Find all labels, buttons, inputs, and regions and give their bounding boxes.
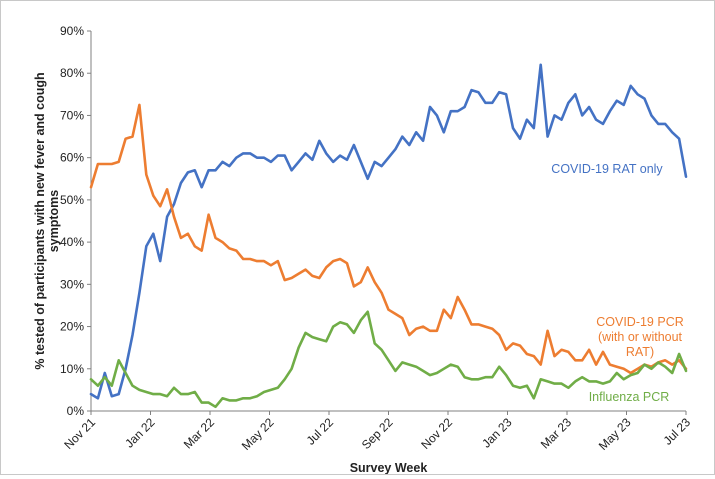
series-label: COVID-19 PCR (with or without RAT) xyxy=(596,315,684,359)
x-axis: Nov 21 Jan 22 Mar 22 May 22 Jul 22 Sep 22 Nov … xyxy=(61,410,694,453)
y-tick-label: 60% xyxy=(60,151,84,165)
series-labels: COVID-19 RAT only COVID-19 PCR (with or wi… xyxy=(551,162,683,404)
y-tick-label: 20% xyxy=(60,320,84,334)
series-line-1 xyxy=(89,103,688,375)
y-tick-label: 0% xyxy=(67,404,85,418)
series-label-line: RAT) xyxy=(626,345,654,359)
series-label: COVID-19 RAT only xyxy=(551,162,663,176)
y-tick-label: 40% xyxy=(60,235,84,249)
y-axis: 0% 10% 20% 30% 40% 50% 60% 70% 80% 90% xyxy=(60,24,92,418)
x-tick-label: Nov 22 xyxy=(418,415,455,452)
y-tick-label: 10% xyxy=(60,362,84,376)
x-tick-label: Mar 22 xyxy=(181,415,218,452)
x-tick-label: Jul 23 xyxy=(661,415,694,448)
y-axis-title-line-1: % tested of participants with new fever … xyxy=(33,72,47,369)
plot-lines xyxy=(89,63,688,409)
x-tick-label: Sep 22 xyxy=(359,415,396,452)
series-label-line: COVID-19 PCR xyxy=(596,315,684,329)
x-tick-label: Jan 23 xyxy=(479,415,515,451)
x-tick-label: Mar 23 xyxy=(538,415,575,452)
series-label: Influenza PCR xyxy=(589,390,670,404)
x-axis-title: Survey Week xyxy=(350,461,428,474)
series-line-2 xyxy=(89,310,688,409)
x-tick-label: Jan 22 xyxy=(122,415,158,451)
y-tick-label: 80% xyxy=(60,66,84,80)
y-tick-label: 30% xyxy=(60,277,84,291)
y-tick-label: 90% xyxy=(60,24,84,38)
series-label-line: Influenza PCR xyxy=(589,390,670,404)
x-tick-label: May 23 xyxy=(596,415,634,453)
x-tick-label: May 22 xyxy=(239,415,277,453)
x-tick-label: Nov 21 xyxy=(61,415,98,452)
x-tick-label: Jul 22 xyxy=(304,415,337,448)
series-line-0 xyxy=(89,63,688,400)
series-label-line: COVID-19 RAT only xyxy=(551,162,663,176)
series-label-line: (with or without xyxy=(598,330,683,344)
y-axis-title-line-2: symptoms xyxy=(47,190,61,253)
y-axis-title: % tested of participants with new fever … xyxy=(33,72,61,369)
y-tick-label: 50% xyxy=(60,193,84,207)
y-tick-label: 70% xyxy=(60,108,84,122)
